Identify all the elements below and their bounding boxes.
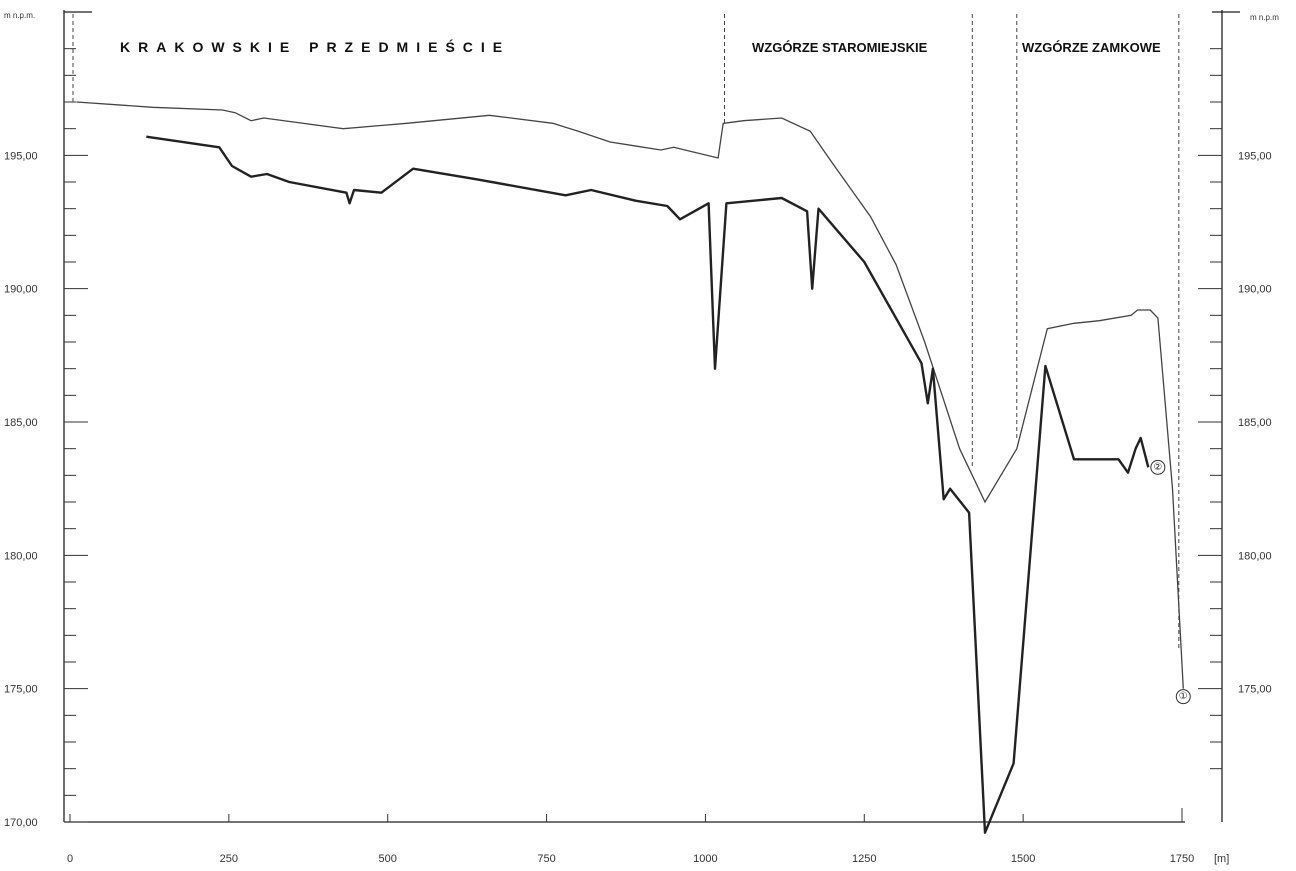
y-ticks-right: 175,00 180,00 185,00 190,00 195,00 <box>1198 48 1272 770</box>
y-axis-label-right: m n.p.m <box>1250 13 1279 22</box>
y-tick-label-right: 180,00 <box>1238 550 1272 562</box>
y-tick-label-left: 195,00 <box>4 150 38 162</box>
x-tick-label: 1500 <box>1011 853 1035 865</box>
y-tick-label-left: 180,00 <box>4 550 38 562</box>
point-marker-circle <box>1150 459 1166 475</box>
point-marker-label: ② <box>1153 462 1162 473</box>
x-tick-label: 750 <box>537 853 555 865</box>
x-tick-label: 0 <box>67 853 73 865</box>
region-label-krakowskie-przedmiescie: KRAKOWSKIE PRZEDMIEŚCIE <box>120 38 510 55</box>
y-tick-label-left: 190,00 <box>4 284 38 296</box>
region-label-wzgorze-zamkowe: WZGÓRZE ZAMKOWE <box>1022 40 1161 55</box>
point-marker-circle <box>1175 689 1191 705</box>
y-ticks-left: 170,00 175,00 180,00 185,00 190,00 195,00 <box>4 48 88 829</box>
y-axis-label-left: m n.p.m. <box>4 11 35 20</box>
point-marker-label: ① <box>1179 691 1188 702</box>
y-tick-label-left: 185,00 <box>4 417 38 429</box>
region-dividers <box>72 14 1180 650</box>
y-tick-label-right: 195,00 <box>1238 150 1272 162</box>
x-ticks: 0 250 500 750 1000 1250 1500 1750 <box>67 808 1194 865</box>
y-tick-label-right: 190,00 <box>1238 284 1272 296</box>
point-markers: ①② <box>1150 459 1191 705</box>
x-tick-label: 500 <box>379 853 397 865</box>
y-tick-label-left: 170,00 <box>4 817 38 829</box>
surface-level-line <box>76 101 1184 689</box>
region-label-wzgorze-staromiejskie: WZGÓRZE STAROMIEJSKIE <box>752 40 928 55</box>
y-tick-label-left: 175,00 <box>4 684 38 696</box>
x-axis-unit-label: [m] <box>1214 853 1229 865</box>
y-tick-label-right: 185,00 <box>1238 417 1272 429</box>
x-tick-label: 1750 <box>1170 853 1194 865</box>
x-tick-label: 1250 <box>852 853 876 865</box>
lower-level-line <box>146 135 1150 834</box>
y-tick-label-right: 175,00 <box>1238 684 1272 696</box>
x-tick-label: 250 <box>220 853 238 865</box>
x-tick-label: 1000 <box>693 853 717 865</box>
